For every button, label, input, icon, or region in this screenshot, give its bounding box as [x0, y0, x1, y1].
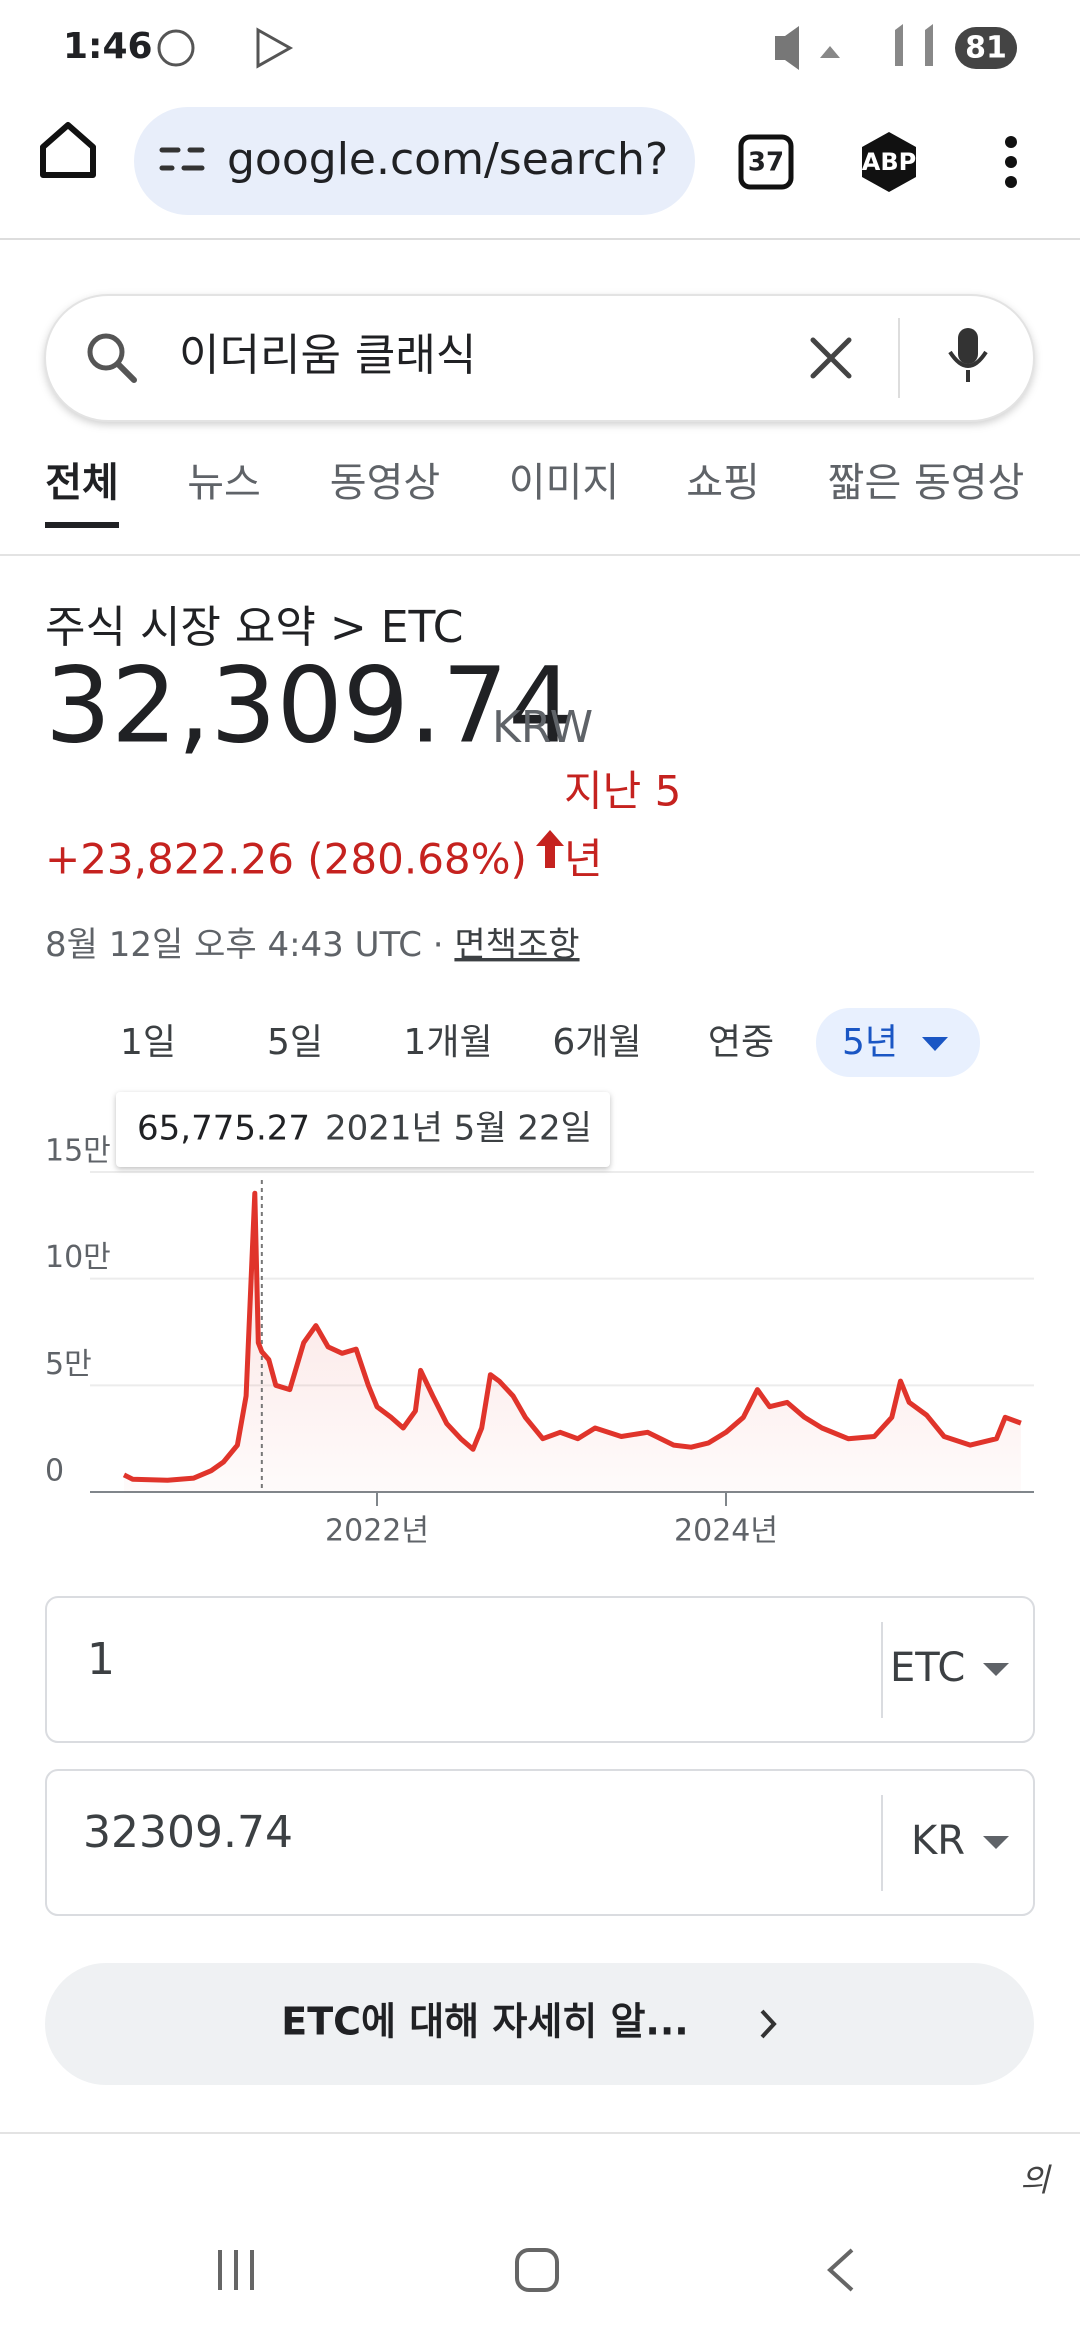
- from-field[interactable]: [45, 1596, 1035, 1743]
- area-fill: [123, 1193, 1021, 1492]
- mic-button[interactable]: [948, 350, 988, 382]
- battery: [955, 27, 1017, 69]
- menu-dot[interactable]: [1005, 156, 1017, 168]
- status-time: 1:46: [63, 26, 153, 67]
- home-button[interactable]: [40, 122, 96, 178]
- range-button[interactable]: 5년: [842, 1022, 898, 1063]
- price-line: [122, 1190, 1022, 1483]
- search-icon: [115, 361, 137, 383]
- battery-level: 81: [965, 31, 1007, 66]
- price: 32,309.74: [45, 644, 574, 766]
- search-tab[interactable]: 동영상: [330, 460, 440, 506]
- chevron: [760, 2009, 777, 2039]
- abp-icon[interactable]: [862, 132, 916, 192]
- mute-icon: [775, 26, 799, 70]
- search-tab[interactable]: 짧은 동영상: [828, 460, 1025, 506]
- tab-switcher[interactable]: [738, 134, 794, 190]
- tooltip-date: 2021년 5월 22일: [325, 1109, 592, 1149]
- range-selected[interactable]: [816, 1008, 980, 1077]
- period: 년: [564, 835, 603, 884]
- period: 지난 5: [564, 767, 681, 816]
- abp-label: ABP: [862, 148, 916, 176]
- learn-more-text: ETC에 대해 자세히 알...: [281, 2000, 688, 2044]
- to-field[interactable]: [45, 1769, 1035, 1916]
- tab-bar: 전체 뉴스 동영상 이미지 쇼핑 짧은 동영상: [45, 460, 1024, 506]
- y-tick-label: 5만: [45, 1347, 92, 1382]
- tab-count: 37: [748, 148, 784, 178]
- site-settings-icon[interactable]: [159, 147, 205, 171]
- y-tick-label: 15만: [45, 1134, 111, 1169]
- currency: KRW: [492, 702, 593, 753]
- status-icon: [256, 27, 294, 69]
- nav-recents[interactable]: [218, 2250, 254, 2290]
- range-button[interactable]: 1개월: [403, 1022, 492, 1063]
- x-tick-label: 2024년: [674, 1514, 778, 1549]
- to-unit[interactable]: KR: [911, 1818, 965, 1864]
- to-unit-dropdown[interactable]: [983, 1836, 1009, 1849]
- from-amount[interactable]: 1: [87, 1634, 115, 1685]
- from-unit-dropdown[interactable]: [983, 1663, 1009, 1676]
- range-dropdown[interactable]: [922, 1037, 948, 1051]
- y-tick-label: 10만: [45, 1240, 111, 1275]
- status-icon: [157, 29, 195, 67]
- search-query: 이더리움 클래식: [179, 330, 476, 381]
- mic-button[interactable]: [958, 328, 978, 364]
- from-unit[interactable]: ETC: [890, 1645, 965, 1691]
- search-tab[interactable]: 이미지: [509, 460, 619, 506]
- search-box[interactable]: [44, 294, 1035, 422]
- timestamp-text: 8월 12일 오후 4:43 UTC ·: [45, 925, 454, 965]
- search-tab[interactable]: 뉴스: [187, 460, 261, 506]
- menu-dot[interactable]: [1005, 136, 1017, 148]
- range-button[interactable]: 6개월: [552, 1022, 641, 1063]
- url-bar[interactable]: [134, 107, 695, 215]
- tooltip: [116, 1092, 610, 1167]
- range-button[interactable]: 5일: [267, 1022, 323, 1063]
- breadcrumb[interactable]: 주식 시장 요약 > ETC: [45, 602, 464, 653]
- menu-dot[interactable]: [1005, 176, 1017, 188]
- price-change: +23,822.26 (280.68%): [45, 835, 527, 884]
- clear-button[interactable]: [810, 337, 852, 379]
- range-button[interactable]: 1일: [120, 1022, 176, 1063]
- nav-back[interactable]: [827, 2248, 854, 2292]
- nav-home[interactable]: [515, 2248, 559, 2292]
- y-tick-label: 0: [45, 1454, 64, 1489]
- timestamp: 8월 12일 오후 4:43 UTC · 면책조항: [45, 925, 580, 965]
- range-buttons: 1일 5일 1개월 6개월 연중 5년: [120, 1022, 898, 1063]
- disclaimer-link[interactable]: 면책조항: [454, 925, 579, 965]
- search-icon: [87, 333, 125, 371]
- signal-icons: [820, 24, 933, 66]
- learn-more-button[interactable]: [45, 1963, 1034, 2085]
- x-tick-label: 2022년: [325, 1514, 429, 1549]
- tooltip-value: 65,775.27: [137, 1109, 310, 1149]
- search-tab[interactable]: 쇼핑: [686, 460, 760, 506]
- to-amount[interactable]: 32309.74: [83, 1807, 293, 1858]
- range-button[interactable]: 연중: [708, 1022, 774, 1063]
- chart: 0 5만 10만 15만 2022년 2024년: [45, 1134, 1034, 1549]
- search-tab[interactable]: 전체: [45, 460, 119, 506]
- footer-text: 의: [1020, 2161, 1052, 2199]
- up-arrow: [536, 830, 564, 868]
- url-text: google.com/search?: [227, 134, 668, 185]
